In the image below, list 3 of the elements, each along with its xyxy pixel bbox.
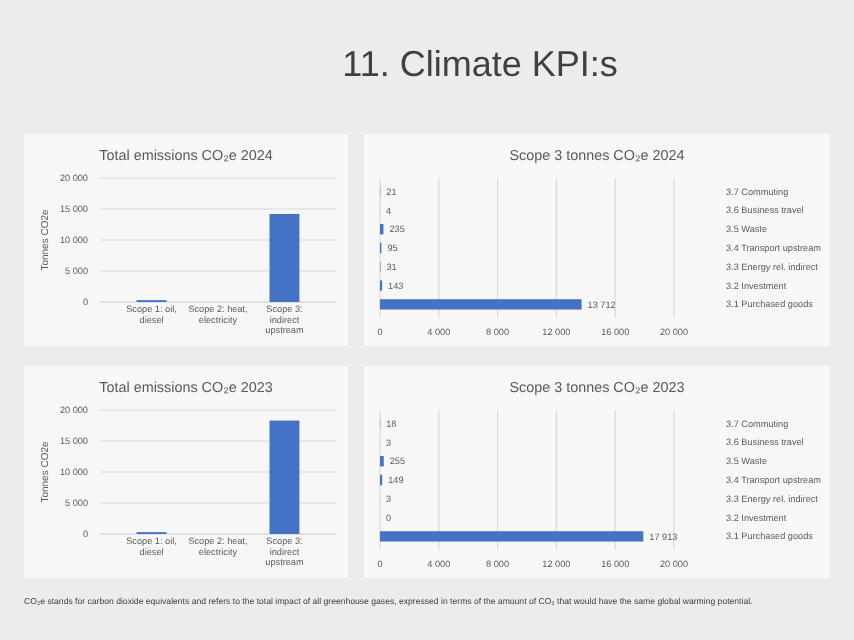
text: 11. Climate KPI:s <box>342 44 618 84</box>
bar <box>380 299 582 310</box>
bar <box>380 531 644 542</box>
